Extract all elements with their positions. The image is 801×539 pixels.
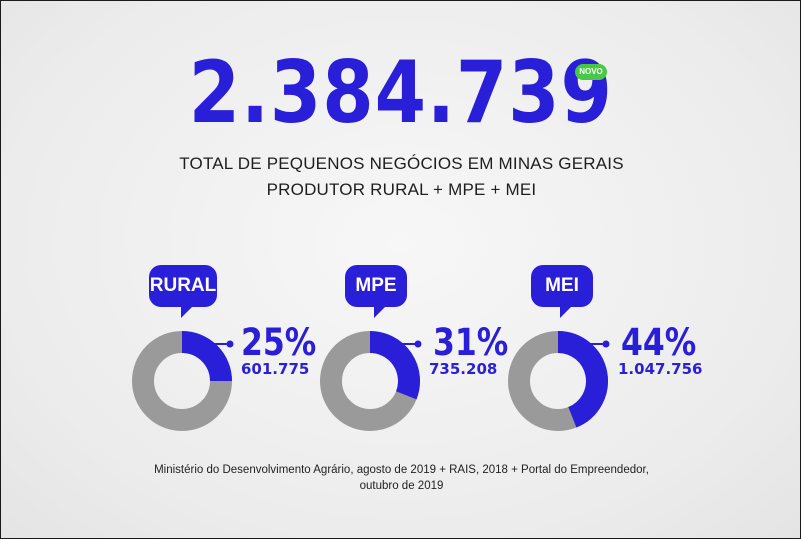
source-note: Ministério do Desenvolvimento Agrário, a… — [1, 462, 801, 494]
source-line-1: Ministério do Desenvolvimento Agrário, a… — [154, 464, 649, 476]
bubble-mei: MEI — [531, 265, 593, 318]
count-mei: 1.047.756 — [618, 360, 703, 378]
bubble-mpe: MPE — [345, 265, 407, 318]
percent-mpe: 31% — [433, 321, 509, 364]
new-badge: NOVO — [575, 64, 607, 80]
connector-dot — [602, 340, 610, 348]
donut-chart-mei — [508, 331, 610, 431]
subtitle-breakdown-label: PRODUTOR RURAL + MPE + MEI — [266, 180, 537, 199]
count-rural: 601.775 — [241, 360, 310, 378]
count-mpe: 735.208 — [429, 360, 498, 378]
subtitle-total-label: TOTAL DE PEQUENOS NEGÓCIOS EM MINAS GERA… — [179, 154, 624, 173]
bubble-rural: RURAL — [149, 265, 217, 318]
source-line-2: outubro de 2019 — [359, 480, 444, 492]
connector-dot — [226, 340, 234, 348]
donut-share-arc — [181, 331, 232, 382]
total-businesses-number: 2.384.739 — [188, 43, 613, 143]
percent-mei: 44% — [621, 321, 697, 364]
percent-rural: 25% — [241, 321, 317, 364]
donut-chart-mpe — [320, 331, 422, 431]
connector-dot — [414, 340, 422, 348]
donut-chart-rural — [132, 331, 234, 431]
donut-share-arc — [369, 331, 420, 400]
donut-share-arc — [557, 331, 608, 428]
